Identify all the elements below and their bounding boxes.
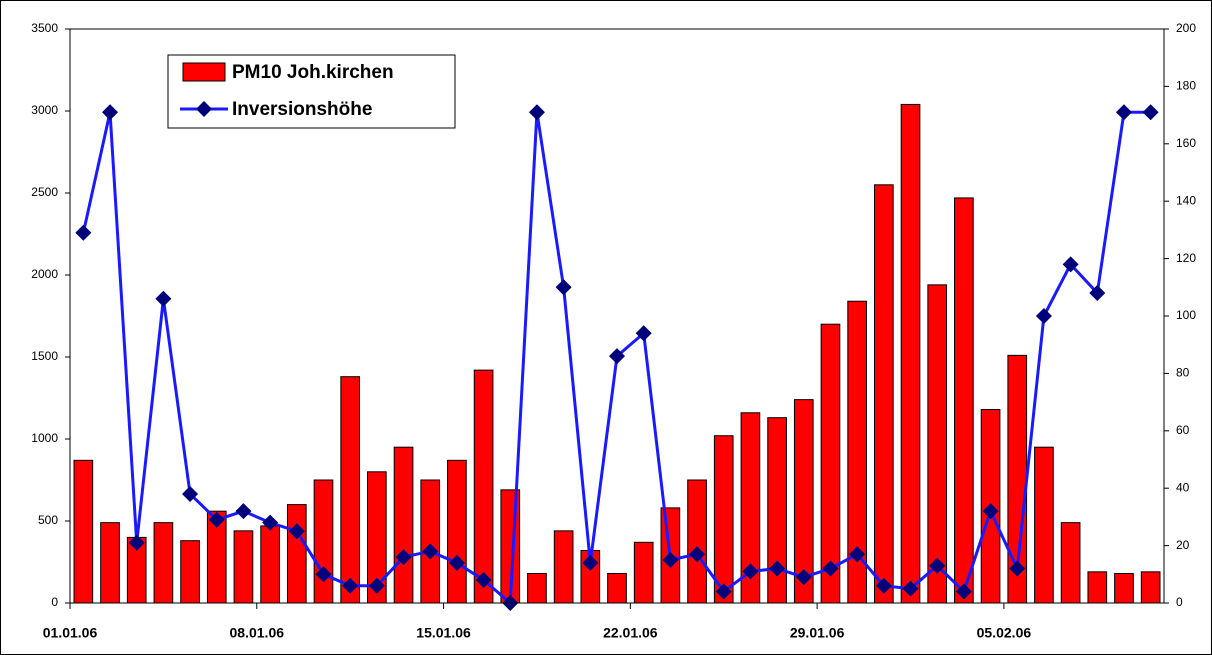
x-tick-label: 08.01.06 (230, 625, 285, 641)
y-tick-label: 500 (38, 513, 58, 527)
marker (368, 577, 385, 594)
y2-tick-label: 160 (1176, 136, 1196, 150)
marker (528, 104, 545, 121)
y2-tick-label: 200 (1176, 21, 1196, 35)
bar (313, 479, 334, 604)
bar (1034, 446, 1054, 604)
bar (1060, 522, 1081, 604)
bar (180, 540, 200, 604)
y2-tick-label: 120 (1176, 251, 1196, 265)
y2-tick-label: 100 (1176, 308, 1196, 322)
bar (1140, 571, 1161, 604)
marker (982, 503, 999, 520)
marker (75, 224, 92, 241)
y2-tick-label: 140 (1176, 193, 1196, 207)
y-tick-label: 2000 (31, 267, 58, 281)
bar (527, 572, 547, 604)
marker (155, 290, 172, 307)
x-tick-label: 15.01.06 (416, 625, 471, 641)
marker (395, 549, 412, 566)
marker (929, 557, 946, 574)
marker (795, 569, 812, 586)
marker (422, 543, 439, 560)
bar (340, 376, 361, 604)
bar (447, 459, 467, 604)
bar (633, 541, 654, 604)
x-tick-label: 05.02.06 (977, 625, 1032, 641)
marker (342, 577, 359, 594)
bar (286, 504, 307, 604)
marker (582, 554, 599, 571)
bar (233, 530, 254, 604)
marker (715, 583, 732, 600)
marker (315, 566, 332, 583)
bar (420, 479, 441, 604)
bar (687, 479, 707, 604)
bar (900, 103, 921, 604)
x-tick-label: 01.01.06 (43, 625, 98, 641)
marker (1035, 308, 1052, 324)
y-tick-label: 1500 (31, 349, 58, 363)
marker (475, 572, 492, 589)
legend-marker (196, 101, 212, 117)
marker (609, 348, 625, 365)
marker (128, 534, 145, 551)
y2-tick-label: 60 (1176, 423, 1190, 437)
y2-tick-label: 180 (1176, 79, 1196, 93)
marker (1115, 104, 1132, 121)
y2-tick-label: 40 (1176, 480, 1190, 494)
marker (875, 577, 892, 594)
bar (473, 369, 494, 604)
bar (260, 525, 280, 604)
marker (689, 546, 706, 563)
marker (1062, 256, 1079, 273)
marker (1089, 285, 1106, 302)
marker (262, 514, 279, 531)
marker (902, 580, 919, 597)
marker (288, 523, 305, 540)
legend-swatch (182, 62, 226, 82)
marker (955, 583, 972, 600)
bar (713, 435, 734, 604)
y2-tick-label: 80 (1176, 366, 1190, 380)
bar (954, 197, 974, 604)
marker (1009, 560, 1026, 577)
legend-label: PM10 Joh.kirchen (232, 62, 394, 83)
bar (100, 522, 120, 604)
y-tick-label: 1000 (31, 431, 58, 445)
bar (1114, 572, 1134, 604)
bar (73, 459, 94, 604)
marker (102, 104, 119, 121)
y2-tick-label: 0 (1176, 595, 1183, 609)
legend-label: Inversionshöhe (232, 99, 372, 120)
bar (393, 446, 414, 604)
marker (662, 551, 679, 568)
marker (182, 485, 199, 502)
marker (235, 503, 252, 520)
marker (769, 560, 786, 577)
marker (1142, 104, 1159, 121)
marker (849, 546, 866, 563)
bar (927, 284, 948, 604)
y-tick-label: 3500 (31, 21, 58, 35)
y-tick-label: 3000 (31, 103, 58, 117)
marker (555, 279, 572, 296)
y-tick-label: 0 (51, 595, 58, 609)
y-tick-label: 2500 (31, 185, 58, 199)
bar (553, 530, 574, 604)
bar (1087, 571, 1108, 604)
x-tick-label: 22.01.06 (603, 625, 658, 641)
y2-tick-label: 20 (1176, 538, 1190, 552)
marker (822, 560, 839, 577)
marker (208, 511, 225, 528)
x-tick-label: 29.01.06 (790, 625, 845, 641)
bar (873, 184, 894, 604)
marker (635, 325, 652, 342)
bar (153, 522, 174, 604)
marker (742, 563, 759, 580)
marker (448, 554, 465, 571)
bar (607, 572, 627, 604)
